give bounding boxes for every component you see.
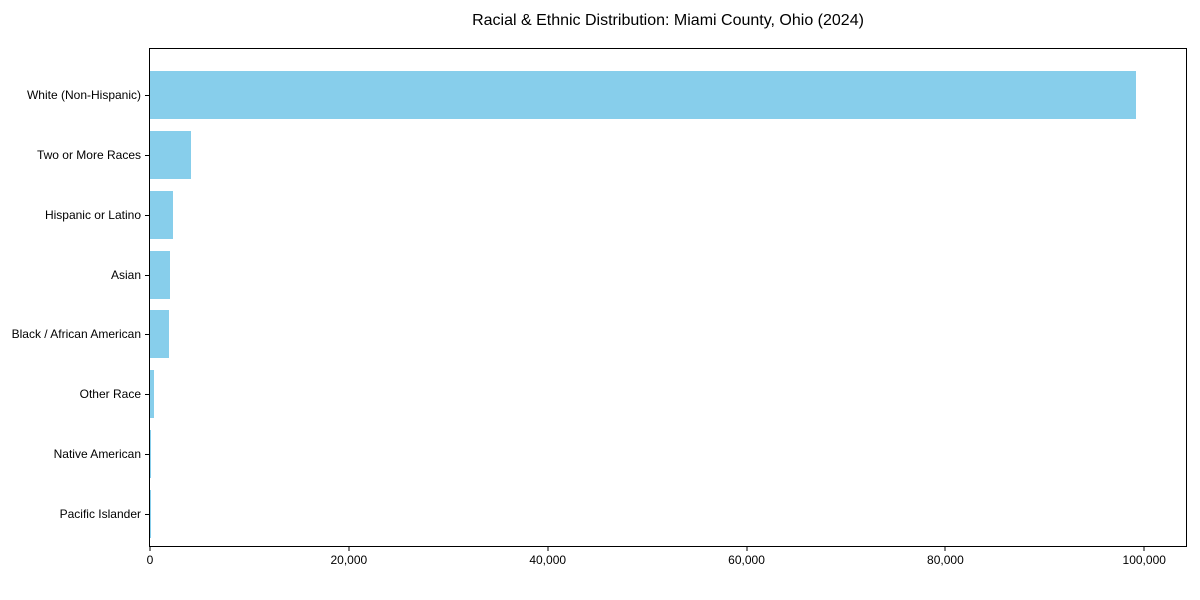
x-tick-mark bbox=[746, 547, 748, 551]
x-tick-mark bbox=[348, 547, 350, 551]
chart-title: Racial & Ethnic Distribution: Miami Coun… bbox=[472, 12, 864, 29]
y-tick-mark bbox=[145, 394, 149, 396]
y-axis-label: Asian bbox=[110, 267, 141, 282]
y-tick-mark bbox=[145, 334, 149, 336]
bar bbox=[150, 370, 155, 419]
x-tick-label: 0 bbox=[146, 553, 154, 567]
x-tick-label: 40,000 bbox=[529, 553, 567, 567]
x-tick-label: 60,000 bbox=[728, 553, 765, 567]
y-axis-label: Native American bbox=[53, 447, 141, 462]
y-tick-mark bbox=[145, 94, 149, 96]
y-axis-label: White (Non-Hispanic) bbox=[26, 87, 141, 102]
bar-row: Native American bbox=[54, 424, 1186, 484]
bar-row: Other Race bbox=[80, 364, 1186, 424]
x-tick-label: 100,000 bbox=[1122, 553, 1166, 567]
bar bbox=[150, 190, 173, 239]
y-axis-label: Other Race bbox=[79, 387, 141, 402]
y-axis-label: Hispanic or Latino bbox=[44, 207, 141, 222]
x-tick-mark bbox=[944, 547, 946, 551]
y-tick-mark bbox=[145, 514, 149, 516]
x-tick-mark bbox=[547, 547, 549, 551]
y-tick-mark bbox=[145, 214, 149, 216]
bar-row: White (Non-Hispanic) bbox=[27, 65, 1186, 125]
bar-row: Black / African American bbox=[12, 305, 1186, 365]
bar-row: Pacific Islander bbox=[60, 484, 1186, 544]
y-axis-label: Pacific Islander bbox=[59, 507, 141, 522]
bar bbox=[150, 130, 191, 179]
bar-row: Asian bbox=[111, 245, 1186, 305]
bar-row: Two or More Races bbox=[37, 125, 1186, 185]
bar bbox=[150, 430, 152, 479]
bar bbox=[150, 310, 170, 359]
bar-rows: White (Non-Hispanic) Two or More Races His… bbox=[12, 65, 1186, 544]
plot-area: White (Non-Hispanic) Two or More Races His… bbox=[12, 48, 1187, 567]
x-tick-mark bbox=[1143, 547, 1145, 551]
y-axis-label: Two or More Races bbox=[36, 147, 141, 162]
bar bbox=[150, 70, 1137, 119]
x-tick-label: 20,000 bbox=[330, 553, 368, 567]
y-axis-label: Black / African American bbox=[11, 327, 141, 342]
x-tick-label: 80,000 bbox=[927, 553, 964, 567]
x-tick-mark bbox=[149, 547, 151, 551]
y-tick-mark bbox=[145, 274, 149, 276]
y-tick-mark bbox=[145, 154, 149, 156]
y-tick-mark bbox=[145, 454, 149, 456]
bar-row: Hispanic or Latino bbox=[45, 185, 1186, 245]
bar bbox=[150, 250, 171, 299]
